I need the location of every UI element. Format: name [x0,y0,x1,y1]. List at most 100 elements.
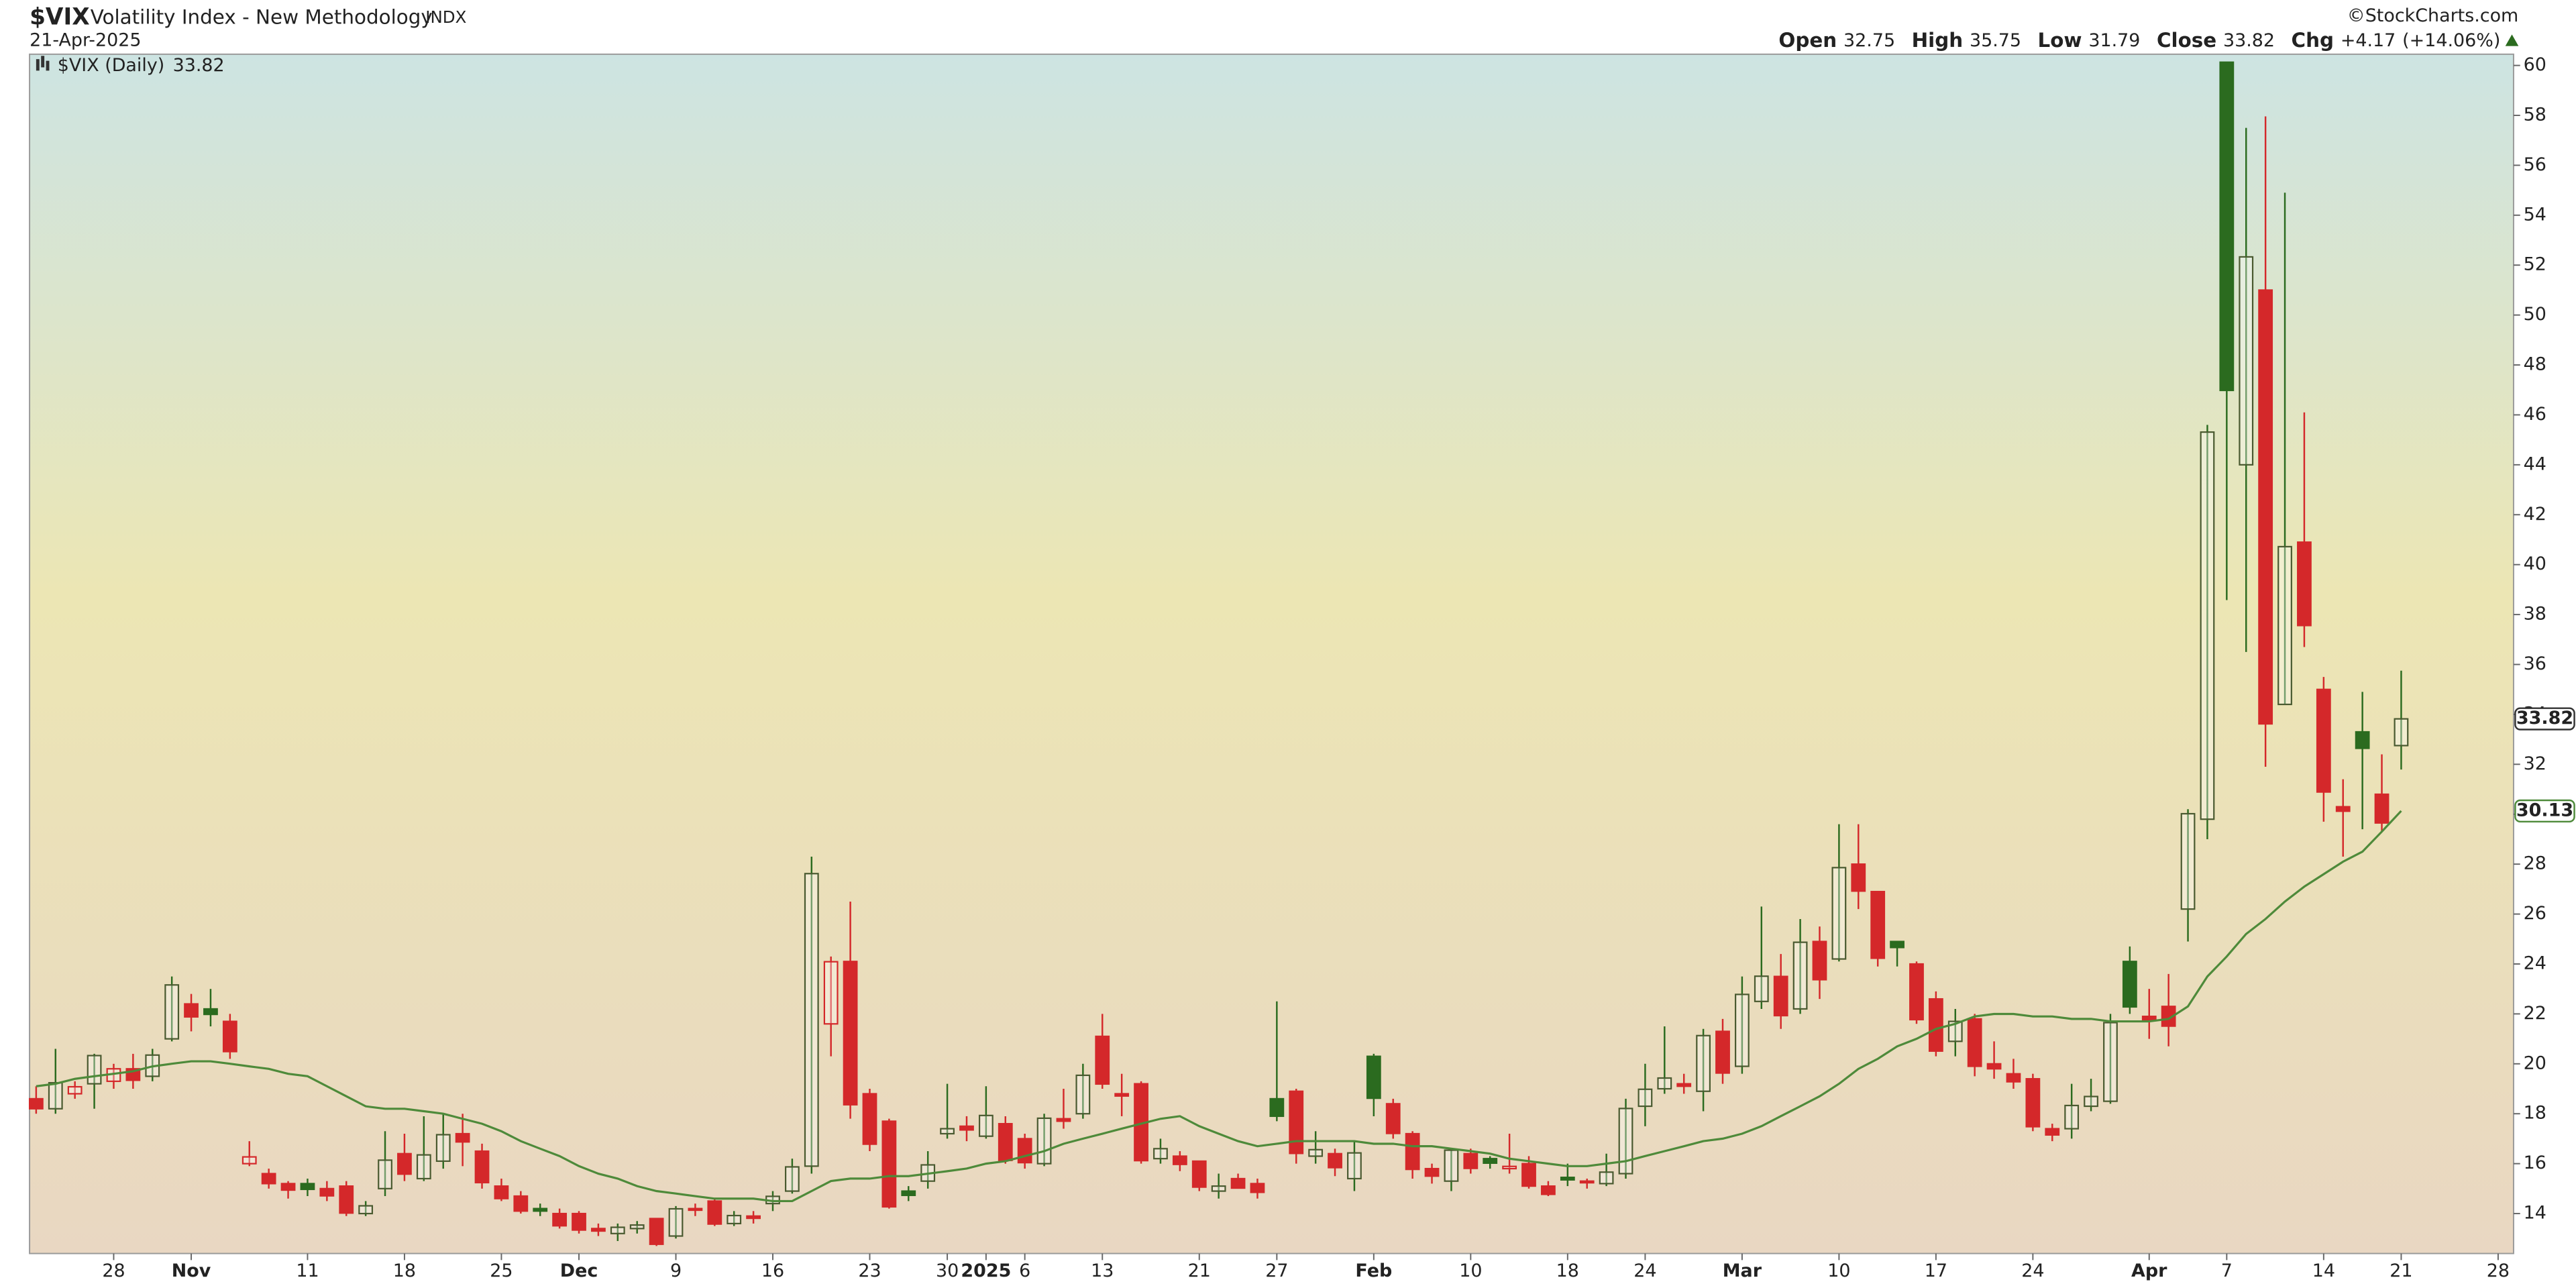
y-tick-label: 56 [2524,154,2546,175]
candle-body [1075,1074,1091,1115]
candle-body [1405,1132,1420,1171]
ohlc-value: 31.79 [2088,30,2140,51]
candle-body [1385,1103,1401,1134]
candle-body [416,1154,431,1180]
candle-body [1056,1118,1071,1122]
value-box-label: 33.82 [2516,708,2573,729]
candle-body [164,984,180,1040]
candle-body [67,1085,83,1095]
legend-icon [36,56,50,71]
x-tick-label: 18 [1556,1260,1579,1281]
candle-body [280,1183,296,1191]
candle-body [1657,1077,1672,1090]
x-tick-label: 13 [1091,1260,1114,1281]
candle-body [28,1097,44,1110]
x-tick-label: 23 [858,1260,881,1281]
candle-body [978,1114,994,1137]
y-tick-label: 26 [2524,903,2546,924]
candle-body [1308,1148,1324,1157]
candle-body [785,1166,800,1192]
x-tick-label: 7 [2221,1260,2233,1281]
x-tick-label: 24 [1633,1260,1656,1281]
candle-body [591,1228,606,1232]
x-tick-label: Nov [172,1260,211,1281]
candle-body [1095,1035,1110,1085]
change: +4.17 [2341,30,2396,51]
y-tick-label: 28 [2524,853,2546,874]
candle-body [1735,994,1750,1067]
candle-body [1696,1034,1711,1092]
candle-body [1618,1108,1633,1175]
candle-body [2277,545,2292,706]
candle-body [823,961,839,1025]
candle-body [513,1195,529,1212]
candle-body [48,1081,63,1110]
ohlc-value: 32.75 [1843,30,1895,51]
candle-body [1754,975,1769,1002]
candle-body [1560,1176,1575,1181]
candle-body [241,1156,257,1165]
x-tick-label: 17 [1925,1260,1947,1281]
candle-body [1792,941,1808,1010]
candle-body [2394,718,2409,747]
candle-body [1191,1160,1207,1188]
chart-title: $VIX [30,3,90,30]
candle-body [1812,941,1827,981]
candle-body [1328,1152,1342,1169]
legend: $VIX (Daily) 33.82 [58,54,225,75]
candle-body [2103,1022,2118,1102]
y-tick-label: 14 [2524,1203,2546,1224]
x-tick-label: 18 [393,1260,416,1281]
x-tick-label: 10 [1459,1260,1482,1281]
candle-body [2374,793,2390,824]
candle-body [1347,1152,1362,1180]
x-tick-label: 21 [2390,1260,2412,1281]
up-arrow [2505,34,2519,46]
candle-body [2141,1016,2157,1021]
x-tick-label: 28 [2487,1260,2510,1281]
y-tick-label: 46 [2524,404,2546,425]
candle-body [2335,806,2351,812]
candle-body [1444,1149,1459,1182]
y-tick-label: 44 [2524,453,2546,474]
candle-body [1986,1063,2002,1070]
legend-value: 33.82 [173,54,225,75]
candle-body [2025,1078,2041,1128]
candle-body [862,1093,877,1145]
candle-body [1269,1097,1285,1118]
candle-body [649,1218,664,1245]
candle-body [474,1150,490,1184]
candle-body [2219,61,2235,392]
candle-body [494,1185,509,1199]
candle-body [1521,1163,1536,1187]
legend-label: $VIX (Daily) [58,54,165,75]
value-box-label: 30.13 [2516,800,2573,820]
candle-body [300,1183,315,1191]
candle-body [184,1003,199,1018]
ohlc-label: Chg [2292,29,2334,52]
candle-body [1502,1165,1517,1170]
moving-average [36,810,2402,1203]
candle-body [455,1132,470,1143]
candle-body [1967,1018,1982,1067]
y-tick-label: 22 [2524,1003,2546,1024]
candle-body [1638,1088,1653,1108]
candle-body [843,961,858,1106]
y-tick-label: 42 [2524,504,2546,525]
x-tick-label: Mar [1723,1260,1762,1281]
candle-body [203,1008,218,1016]
candle-body [688,1208,703,1212]
candle-body [552,1212,568,1227]
candle-body [572,1212,586,1231]
candle-body [2355,731,2370,749]
candle-body [358,1205,374,1215]
candle-body [2297,541,2312,627]
x-tick-label: 24 [2021,1260,2044,1281]
y-tick-label: 40 [2524,553,2546,574]
x-tick-label: 10 [1827,1260,1850,1281]
candle-body [1541,1185,1556,1195]
candle-body [629,1224,645,1230]
candle-body [1230,1177,1246,1189]
